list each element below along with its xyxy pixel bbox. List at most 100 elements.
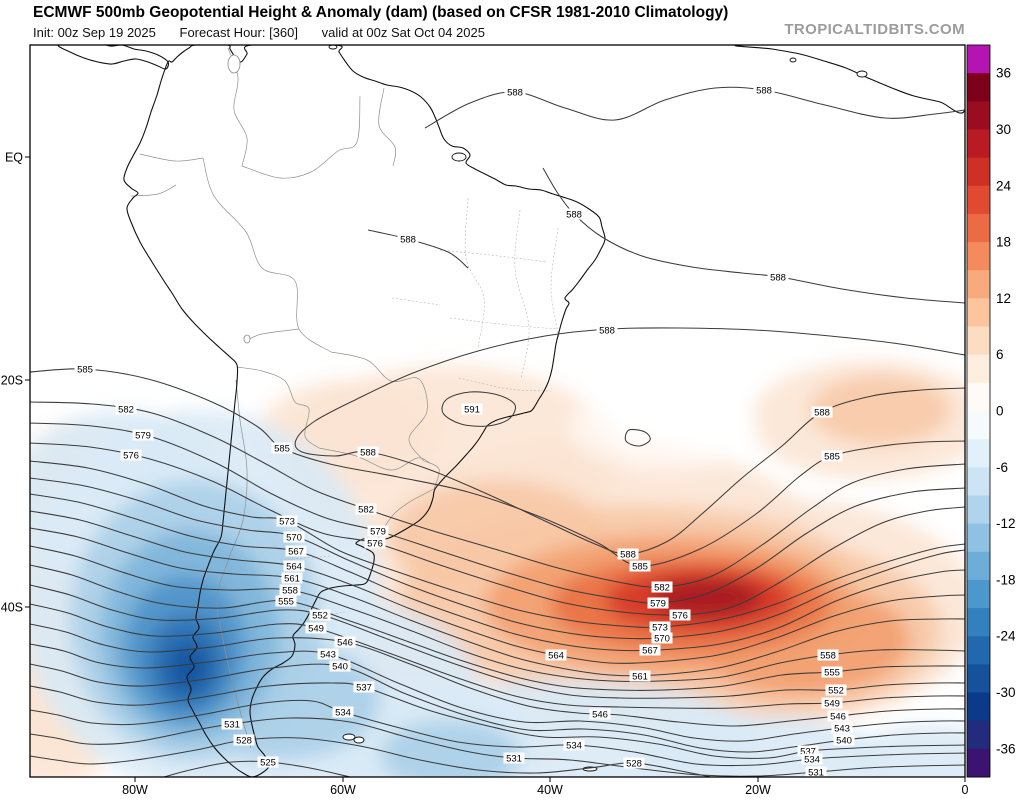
- init-time: Init: 00z Sep 19 2025: [33, 25, 156, 40]
- contour-label-box: [647, 597, 669, 609]
- colorbar-segment: [967, 748, 990, 778]
- height-contour-561: [30, 527, 965, 677]
- height-contour-579: [30, 422, 965, 604]
- height-contour-528: [30, 737, 714, 777]
- contour-label-box: [825, 684, 847, 696]
- country-border: [216, 379, 252, 749]
- contour-label: 582: [654, 582, 670, 593]
- anomaly-blob: [570, 386, 760, 470]
- contour-label: 570: [654, 633, 670, 644]
- contour-label-box: [651, 632, 673, 644]
- colorbar-segment: [967, 692, 990, 722]
- colorbar-tick-label: -30: [996, 685, 1016, 700]
- colorbar-segment: [967, 157, 990, 187]
- contour-label-box: [545, 649, 567, 661]
- contour-label-box: [767, 271, 789, 283]
- colorbar-segment: [967, 523, 990, 553]
- state-border: [391, 297, 441, 306]
- height-contour-588: [294, 327, 965, 555]
- contour-label: 546: [592, 709, 608, 720]
- state-border: [550, 227, 560, 339]
- height-contour-570: [30, 477, 965, 640]
- contour-label-box: [801, 753, 823, 765]
- contour-label: 567: [288, 546, 304, 557]
- height-contour-587: [624, 428, 651, 447]
- contour-label-box: [332, 706, 354, 718]
- contour-label-box: [797, 745, 819, 757]
- contour-label-box: [283, 560, 305, 572]
- colorbar-segment: [967, 298, 990, 328]
- contour-label-box: [355, 503, 377, 515]
- state-border: [439, 249, 548, 263]
- contour-label: 552: [312, 610, 328, 621]
- island: [328, 45, 338, 50]
- contour-label-box: [367, 525, 389, 537]
- colorbar-tick-label: 6: [996, 347, 1004, 362]
- contour-label-box: [617, 548, 639, 560]
- contour-label: 570: [286, 532, 302, 543]
- contour-label: 576: [672, 610, 688, 621]
- colorbar-segment: [967, 551, 990, 581]
- colorbar-segment: [967, 101, 990, 130]
- contour-label: 528: [236, 735, 252, 746]
- contour-label: 534: [335, 707, 351, 718]
- contour-label-box: [827, 710, 849, 722]
- lon-label: 40W: [537, 783, 563, 797]
- contour-label-box: [821, 666, 843, 678]
- contour-label-box: [596, 324, 618, 336]
- contour-label-box: [503, 752, 525, 764]
- lat-label: EQ: [5, 151, 23, 165]
- contour-label: 531: [506, 753, 522, 764]
- watermark: TROPICALTIDBITS.COM: [784, 21, 965, 38]
- contour-label-box: [132, 429, 154, 441]
- country-border: [130, 184, 177, 197]
- colorbar-segment: [967, 720, 990, 750]
- contour-label-box: [563, 208, 585, 220]
- contour-label: 552: [828, 685, 844, 696]
- height-contour-564: [30, 510, 965, 664]
- anomaly-blob: [652, 578, 762, 618]
- height-contour-582: [30, 401, 965, 588]
- contour-label-box: [753, 84, 775, 96]
- contour-label: 576: [367, 538, 383, 549]
- height-contour-567: [30, 493, 965, 652]
- contour-label: 585: [632, 561, 648, 572]
- contour-label: 546: [337, 637, 353, 648]
- colorbar-tick-label: -24: [996, 629, 1016, 644]
- colorbar-segment: [967, 382, 990, 412]
- map-frame: [29, 44, 966, 778]
- height-contour-576: [30, 442, 965, 616]
- colorbar-segment: [967, 73, 990, 102]
- contour-label: 534: [804, 754, 820, 765]
- contour-label-box: [821, 450, 843, 462]
- contour-label-box: [334, 636, 356, 648]
- contour-label-box: [639, 644, 661, 656]
- colorbar-segment: [967, 664, 990, 694]
- contour-label: 573: [652, 622, 668, 633]
- contour-label-box: [357, 446, 379, 458]
- contour-label: 564: [286, 561, 302, 572]
- colorbar-segment: [967, 213, 990, 243]
- island: [789, 57, 797, 63]
- contour-label-box: [115, 403, 137, 415]
- contour-label: 534: [566, 740, 582, 751]
- contour-label-box: [669, 609, 691, 621]
- contour-label-box: [120, 449, 142, 461]
- contour-label: 588: [566, 209, 582, 220]
- south-america-coastline: [123, 45, 606, 777]
- country-border: [139, 153, 204, 162]
- contour-label-box: [221, 718, 243, 730]
- contour-label: 546: [830, 711, 846, 722]
- contour-label-box: [629, 560, 651, 572]
- chart-title: ECMWF 500mb Geopotential Height & Anomal…: [33, 4, 729, 21]
- colorbar: 36 30 24 18 12 6 0 -6 -12 -18 -24 -30 -36: [966, 44, 1016, 778]
- contour-label-box: [649, 621, 671, 633]
- colorbar-segment: [967, 45, 990, 74]
- contour-label-box: [504, 86, 526, 98]
- contour-label-box: [329, 660, 351, 672]
- geography-layer: [57, 45, 965, 777]
- height-contour-588: [367, 229, 469, 269]
- contour-label-box: [397, 233, 419, 245]
- lat-label: 20S: [1, 374, 23, 388]
- contour-label: 588: [400, 234, 416, 245]
